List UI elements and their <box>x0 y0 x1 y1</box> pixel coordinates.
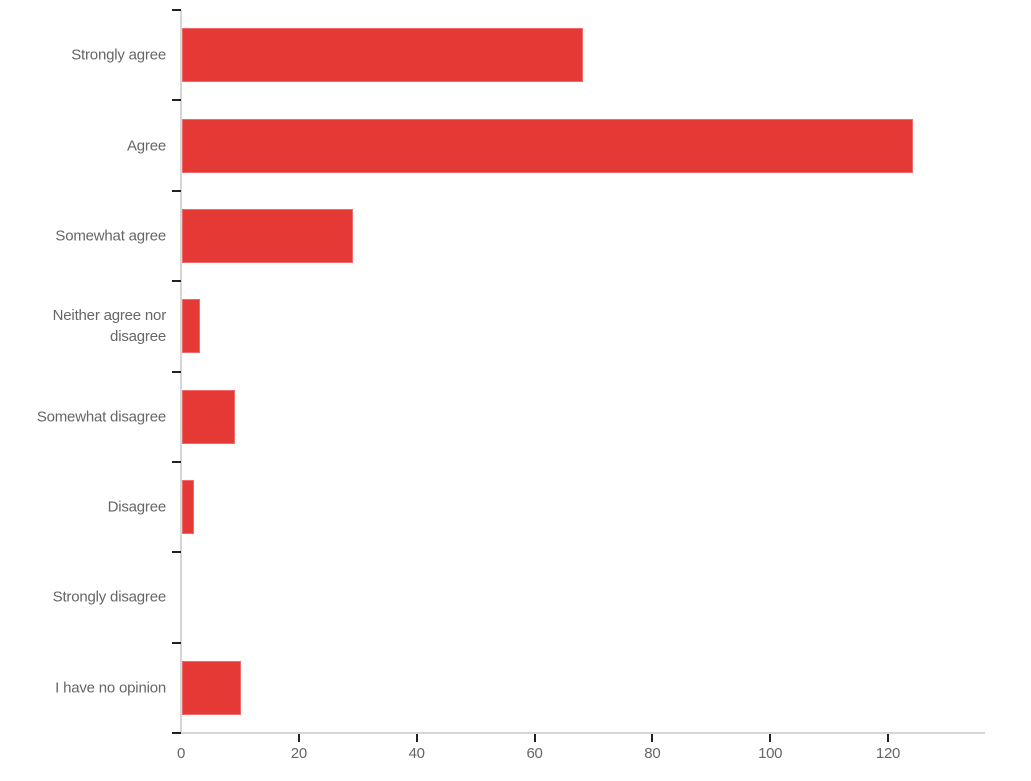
x-tick-label: 0 <box>176 745 186 762</box>
bar[interactable] <box>182 118 913 173</box>
y-tick <box>172 551 181 554</box>
y-axis-line <box>180 10 182 734</box>
bar[interactable] <box>182 28 583 83</box>
x-tick-label: 20 <box>290 745 307 762</box>
y-tick <box>172 732 181 734</box>
category-label: Neither agree nor disagree <box>0 305 167 347</box>
category-label: Strongly agree <box>0 45 166 66</box>
bar[interactable] <box>182 660 241 715</box>
x-tick-label: 40 <box>408 745 425 762</box>
category-label-line: Agree <box>126 137 166 155</box>
y-tick <box>172 280 181 283</box>
x-tick <box>769 734 772 742</box>
y-tick <box>172 641 181 644</box>
bar[interactable] <box>182 389 236 444</box>
bar[interactable] <box>182 480 194 535</box>
category-label-line: Neither agree nor <box>52 307 167 325</box>
category-label-line: Disagree <box>107 498 167 516</box>
x-tick-label: 80 <box>644 745 661 762</box>
category-label-line: Somewhat disagree <box>36 408 166 426</box>
category-label: I have no opinion <box>0 677 166 698</box>
category-label-line: disagree <box>110 328 166 346</box>
category-label-line: Strongly agree <box>71 46 166 64</box>
category-label-line: Strongly disagree <box>52 588 167 606</box>
x-tick-label: 120 <box>875 745 901 762</box>
category-label: Agree <box>0 135 166 156</box>
category-label: Somewhat agree <box>0 225 166 246</box>
x-tick <box>415 734 418 742</box>
bar[interactable] <box>182 299 200 354</box>
x-tick-label: 100 <box>758 745 783 762</box>
category-label: Disagree <box>0 497 167 518</box>
x-tick <box>887 734 889 742</box>
y-tick <box>172 189 181 192</box>
bar[interactable] <box>182 208 353 263</box>
y-tick <box>172 99 181 102</box>
category-label: Strongly disagree <box>0 587 167 608</box>
x-axis-line <box>180 732 985 734</box>
y-tick <box>172 460 181 463</box>
y-tick <box>172 9 181 11</box>
x-tick <box>533 734 536 742</box>
x-tick <box>651 734 654 742</box>
x-tick <box>297 734 300 742</box>
category-label-line: I have no opinion <box>55 679 166 697</box>
y-tick <box>172 370 181 373</box>
category-label: Somewhat disagree <box>0 406 166 427</box>
category-label-line: Somewhat agree <box>55 227 166 245</box>
x-tick-label: 60 <box>526 745 543 762</box>
